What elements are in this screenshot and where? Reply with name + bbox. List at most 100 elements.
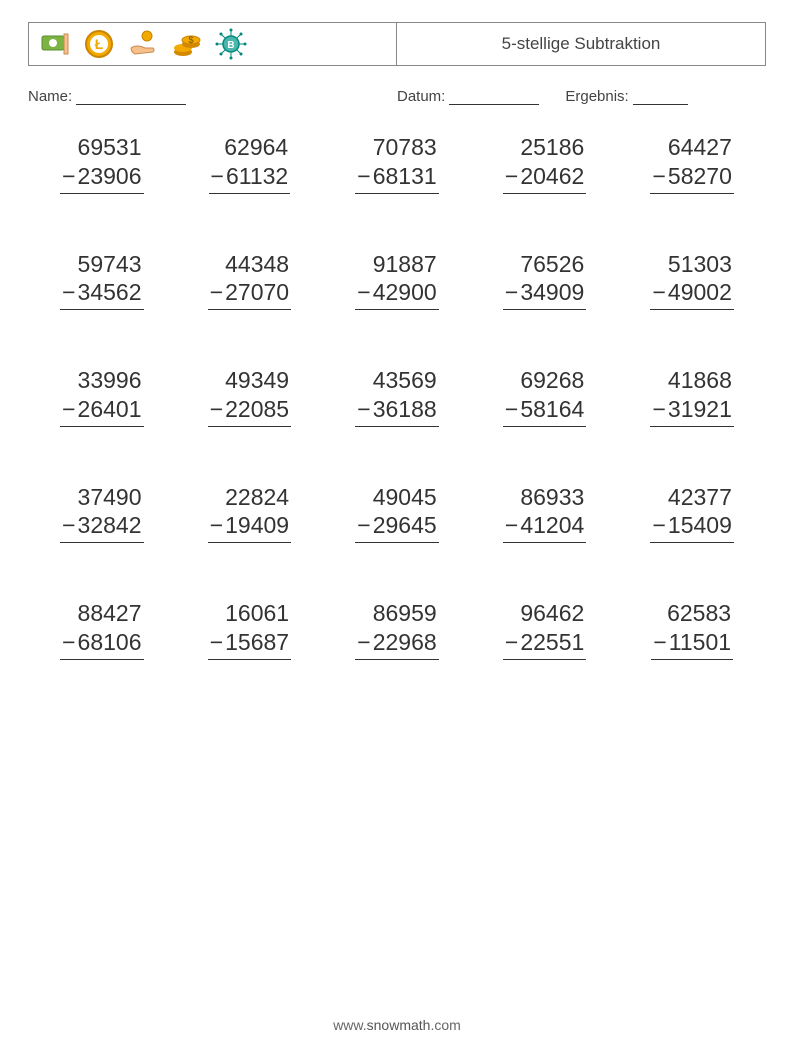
problem: 43569−36188 — [323, 366, 471, 427]
problem: 49045−29645 — [323, 483, 471, 544]
problem: 62583−11501 — [618, 599, 766, 660]
subtrahend-row: −20462 — [503, 162, 586, 194]
subtrahend: 32842 — [78, 512, 142, 538]
subtrahend: 68131 — [373, 163, 437, 189]
minuend: 76526 — [503, 250, 586, 279]
problem: 51303−49002 — [618, 250, 766, 311]
subtrahend: 34909 — [520, 279, 584, 305]
problem: 16061−15687 — [176, 599, 324, 660]
minuend: 43569 — [355, 366, 438, 395]
minus-icon: − — [357, 396, 372, 422]
minus-icon: − — [505, 512, 520, 538]
hand-coin-icon — [127, 28, 159, 60]
minus-icon: − — [357, 629, 372, 655]
meta-row: Name: Datum: Ergebnis: — [28, 88, 766, 105]
subtrahend-row: −15409 — [650, 511, 733, 543]
subtrahend: 42900 — [373, 279, 437, 305]
worksheet-page: Ł$B 5-stellige Subtraktion Name: Datum: … — [0, 0, 794, 1053]
footer-brand1: snow — [367, 1017, 400, 1033]
problem: 33996−26401 — [28, 366, 176, 427]
problem: 69268−58164 — [471, 366, 619, 427]
subtrahend-row: −27070 — [208, 278, 291, 310]
minus-icon: − — [210, 396, 225, 422]
svg-text:Ł: Ł — [95, 36, 104, 52]
subtrahend: 15687 — [225, 629, 289, 655]
subtrahend: 27070 — [225, 279, 289, 305]
header-icons: Ł $ B — [29, 23, 397, 65]
minus-icon: − — [652, 279, 667, 305]
subtrahend-row: −31921 — [650, 395, 733, 427]
money-bill-icon — [39, 28, 71, 60]
name-blank[interactable] — [76, 90, 186, 105]
problem: 86933−41204 — [471, 483, 619, 544]
minus-icon: − — [62, 163, 77, 189]
subtrahend: 58164 — [520, 396, 584, 422]
minuend: 62583 — [651, 599, 733, 628]
result-label: Ergebnis: — [565, 88, 628, 105]
problem: 88427−68106 — [28, 599, 176, 660]
minuend: 49045 — [355, 483, 438, 512]
minus-icon: − — [210, 279, 225, 305]
subtrahend-row: −32842 — [60, 511, 143, 543]
minus-icon: − — [62, 279, 77, 305]
minuend: 70783 — [355, 133, 438, 162]
minus-icon: − — [357, 279, 372, 305]
subtrahend-row: −36188 — [355, 395, 438, 427]
problem: 37490−32842 — [28, 483, 176, 544]
minuend: 86959 — [355, 599, 438, 628]
problem: 96462−22551 — [471, 599, 619, 660]
minuend: 16061 — [208, 599, 291, 628]
minuend: 51303 — [650, 250, 733, 279]
svg-text:B: B — [227, 40, 234, 51]
minus-icon: − — [62, 396, 77, 422]
minus-icon: − — [505, 396, 520, 422]
minuend: 88427 — [60, 599, 143, 628]
subtrahend: 58270 — [668, 163, 732, 189]
footer-brand2: math — [399, 1017, 430, 1033]
subtrahend: 41204 — [520, 512, 584, 538]
coin-stack-icon: $ — [171, 28, 203, 60]
problem: 70783−68131 — [323, 133, 471, 194]
subtrahend-row: −19409 — [208, 511, 291, 543]
problem: 62964−61132 — [176, 133, 324, 194]
problem: 41868−31921 — [618, 366, 766, 427]
footer-url: www.snowmath.com — [0, 1017, 794, 1033]
date-blank[interactable] — [449, 90, 539, 105]
minus-icon: − — [652, 512, 667, 538]
minus-icon: − — [505, 163, 520, 189]
footer-suffix: .com — [430, 1017, 460, 1033]
subtrahend: 34562 — [78, 279, 142, 305]
subtrahend-row: −58270 — [650, 162, 733, 194]
svg-text:$: $ — [188, 35, 193, 45]
subtrahend-row: −68131 — [355, 162, 438, 194]
litecoin-coin-icon: Ł — [83, 28, 115, 60]
problem: 42377−15409 — [618, 483, 766, 544]
header: Ł$B 5-stellige Subtraktion — [28, 22, 766, 66]
subtrahend-row: −23906 — [60, 162, 143, 194]
subtrahend: 29645 — [373, 512, 437, 538]
subtrahend: 49002 — [668, 279, 732, 305]
result-blank[interactable] — [633, 90, 688, 105]
problems-grid: 69531−2390662964−6113270783−6813125186−2… — [28, 133, 766, 660]
minuend: 33996 — [60, 366, 143, 395]
minus-icon: − — [211, 163, 226, 189]
subtrahend-row: −68106 — [60, 628, 143, 660]
minus-icon: − — [357, 512, 372, 538]
problem: 49349−22085 — [176, 366, 324, 427]
minus-icon: − — [357, 163, 372, 189]
minus-icon: − — [210, 629, 225, 655]
minuend: 25186 — [503, 133, 586, 162]
subtrahend-row: −61132 — [209, 162, 291, 194]
subtrahend-row: −29645 — [355, 511, 438, 543]
minus-icon: − — [62, 512, 77, 538]
subtrahend-row: −22085 — [208, 395, 291, 427]
minus-icon: − — [210, 512, 225, 538]
minuend: 69531 — [60, 133, 143, 162]
minus-icon: − — [505, 279, 520, 305]
minuend: 64427 — [650, 133, 733, 162]
minuend: 41868 — [650, 366, 733, 395]
minuend: 91887 — [355, 250, 438, 279]
minus-icon: − — [62, 629, 77, 655]
minuend: 69268 — [503, 366, 586, 395]
bitcoin-node-icon: B — [215, 28, 247, 60]
